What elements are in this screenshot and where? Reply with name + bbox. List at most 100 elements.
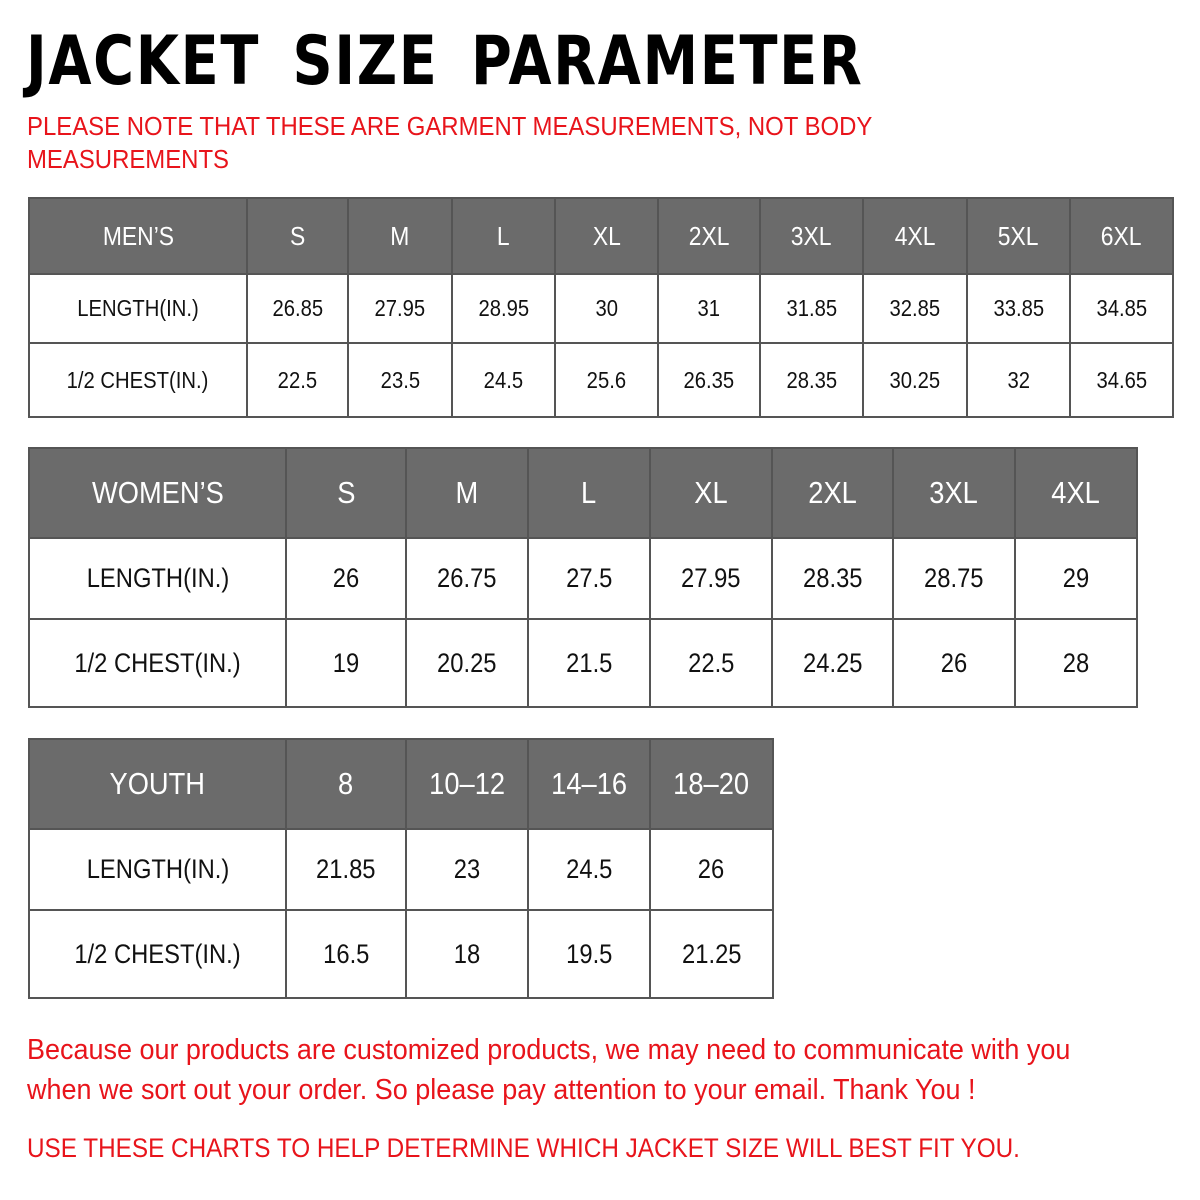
- measurement-value: 26: [940, 647, 968, 678]
- measurement-cell: 26: [649, 828, 774, 911]
- header-label: L: [497, 220, 510, 251]
- row-label: 1/2 CHEST(IN.): [74, 647, 241, 678]
- header-label: 2XL: [688, 220, 730, 251]
- row-label-cell: 1/2 CHEST(IN.): [28, 909, 287, 999]
- men-size-header: M: [347, 197, 453, 275]
- women-category-header: WOMEN’S: [28, 447, 287, 539]
- measurement-cell: 27.95: [347, 273, 453, 344]
- youth-category-header: YOUTH: [28, 738, 287, 830]
- garment-note-line-2: MEASUREMENTS: [27, 144, 230, 174]
- measurement-value: 26.75: [437, 563, 497, 593]
- header-label: M: [390, 220, 410, 251]
- measurement-value: 32: [1007, 366, 1030, 393]
- row-label-cell: LENGTH(IN.): [28, 273, 248, 344]
- measurement-value: 30: [595, 295, 618, 321]
- measurement-value: 26.85: [272, 295, 323, 321]
- measurement-value: 24.5: [565, 854, 613, 884]
- footer-line-2: when we sort out your order. So please p…: [27, 1074, 976, 1106]
- mens-size-table: MEN’S S M L XL 2XL 3XL 4XL 5XL 6XL LENGTH(IN.) 26.8…: [28, 197, 1174, 418]
- measurement-value: 25.6: [586, 366, 627, 393]
- measurement-cell: 21.25: [649, 909, 774, 999]
- youth-size-header: 14–16: [527, 738, 651, 830]
- measurement-value: 16.5: [322, 938, 370, 969]
- measurement-value: 26: [332, 563, 360, 593]
- measurement-value: 31: [697, 295, 721, 321]
- measurement-cell: 18: [405, 909, 529, 999]
- row-label: 1/2 CHEST(IN.): [67, 366, 209, 393]
- measurement-cell: 25.6: [554, 342, 659, 418]
- header-label: YOUTH: [109, 766, 206, 801]
- measurement-value: 26.35: [683, 366, 735, 393]
- measurement-value: 22.5: [687, 647, 735, 678]
- measurement-value: 23.5: [380, 366, 420, 393]
- row-label: 1/2 CHEST(IN.): [74, 938, 241, 969]
- men-size-header: 5XL: [966, 197, 1071, 275]
- measurement-cell: 28: [1014, 618, 1138, 708]
- measurement-cell: 26: [285, 537, 407, 620]
- garment-note-line-1: PLEASE NOTE THAT THESE ARE GARMENT MEASU…: [27, 111, 873, 141]
- measurement-cell: 32: [966, 342, 1071, 418]
- youth-size-table: YOUTH 8 10–12 14–16 18–20 LENGTH(IN.) 21.85 23 2…: [28, 738, 774, 999]
- measurement-cell: 32.85: [862, 273, 968, 344]
- measurement-cell: 21.5: [527, 618, 651, 708]
- men-size-header: 6XL: [1069, 197, 1174, 275]
- measurement-value: 30.25: [889, 366, 941, 393]
- header-label: 6XL: [1101, 220, 1142, 251]
- row-label: LENGTH(IN.): [86, 563, 229, 593]
- measurement-cell: 28.75: [892, 537, 1016, 620]
- footer-line-3: USE THESE CHARTS TO HELP DETERMINE WHICH…: [27, 1133, 1020, 1163]
- measurement-value: 20.25: [437, 647, 497, 678]
- measurement-value: 24.25: [802, 647, 863, 678]
- measurement-value: 21.85: [316, 854, 376, 884]
- men-size-header: 4XL: [862, 197, 968, 275]
- row-label-cell: LENGTH(IN.): [28, 828, 287, 911]
- measurement-cell: 31.85: [759, 273, 864, 344]
- measurement-cell: 31: [657, 273, 761, 344]
- measurement-cell: 27.5: [527, 537, 651, 620]
- womens-size-table: WOMEN’S S M L XL 2XL 3XL 4XL LENGTH(IN.) 26 26.75 2…: [28, 447, 1138, 708]
- men-header-row: MEN’S S M L XL 2XL 3XL 4XL 5XL 6XL: [28, 197, 1174, 275]
- women-size-header: 4XL: [1014, 447, 1138, 539]
- measurement-cell: 16.5: [285, 909, 407, 999]
- header-label: 2XL: [808, 475, 857, 510]
- measurement-cell: 30.25: [862, 342, 968, 418]
- measurement-value: 19.5: [565, 938, 613, 969]
- measurement-value: 23: [453, 854, 481, 884]
- measurement-value: 33.85: [993, 295, 1044, 321]
- header-label: XL: [592, 220, 621, 251]
- measurement-value: 28.35: [802, 563, 863, 593]
- measurement-cell: 19.5: [527, 909, 651, 999]
- measurement-value: 18: [453, 938, 481, 969]
- youth-size-header: 18–20: [649, 738, 774, 830]
- measurement-value: 19: [332, 647, 360, 678]
- measurement-cell: 19: [285, 618, 407, 708]
- measurement-cell: 28.95: [451, 273, 556, 344]
- men-size-header: 2XL: [657, 197, 761, 275]
- measurement-cell: 26: [892, 618, 1016, 708]
- measurement-cell: 26.85: [246, 273, 349, 344]
- table-row: 1/2 CHEST(IN.) 19 20.25 21.5 22.5 24.25 26 28: [28, 618, 1138, 708]
- measurement-value: 27.95: [374, 295, 426, 321]
- header-label: MEN’S: [102, 220, 174, 251]
- measurement-value: 28.95: [478, 295, 529, 321]
- header-label: 5XL: [998, 220, 1039, 251]
- measurement-value: 28: [1062, 647, 1090, 678]
- women-size-header: L: [527, 447, 651, 539]
- header-label: S: [289, 220, 306, 251]
- youth-size-header: 8: [285, 738, 407, 830]
- measurement-value: 27.5: [565, 563, 613, 593]
- measurement-value: 21.25: [681, 938, 742, 969]
- header-label: 3XL: [929, 475, 979, 510]
- table-row: LENGTH(IN.) 21.85 23 24.5 26: [28, 828, 774, 911]
- row-label-cell: 1/2 CHEST(IN.): [28, 618, 287, 708]
- measurement-value: 34.85: [1096, 295, 1147, 321]
- row-label: LENGTH(IN.): [77, 295, 199, 321]
- measurement-value: 21.5: [565, 647, 613, 678]
- table-row: LENGTH(IN.) 26 26.75 27.5 27.95 28.35 28.75 29: [28, 537, 1138, 620]
- measurement-value: 34.65: [1096, 366, 1147, 393]
- measurement-value: 32.85: [889, 295, 941, 321]
- women-size-header: 2XL: [771, 447, 894, 539]
- measurement-value: 31.85: [786, 295, 837, 321]
- youth-header-row: YOUTH 8 10–12 14–16 18–20: [28, 738, 774, 830]
- header-label: 3XL: [791, 220, 832, 251]
